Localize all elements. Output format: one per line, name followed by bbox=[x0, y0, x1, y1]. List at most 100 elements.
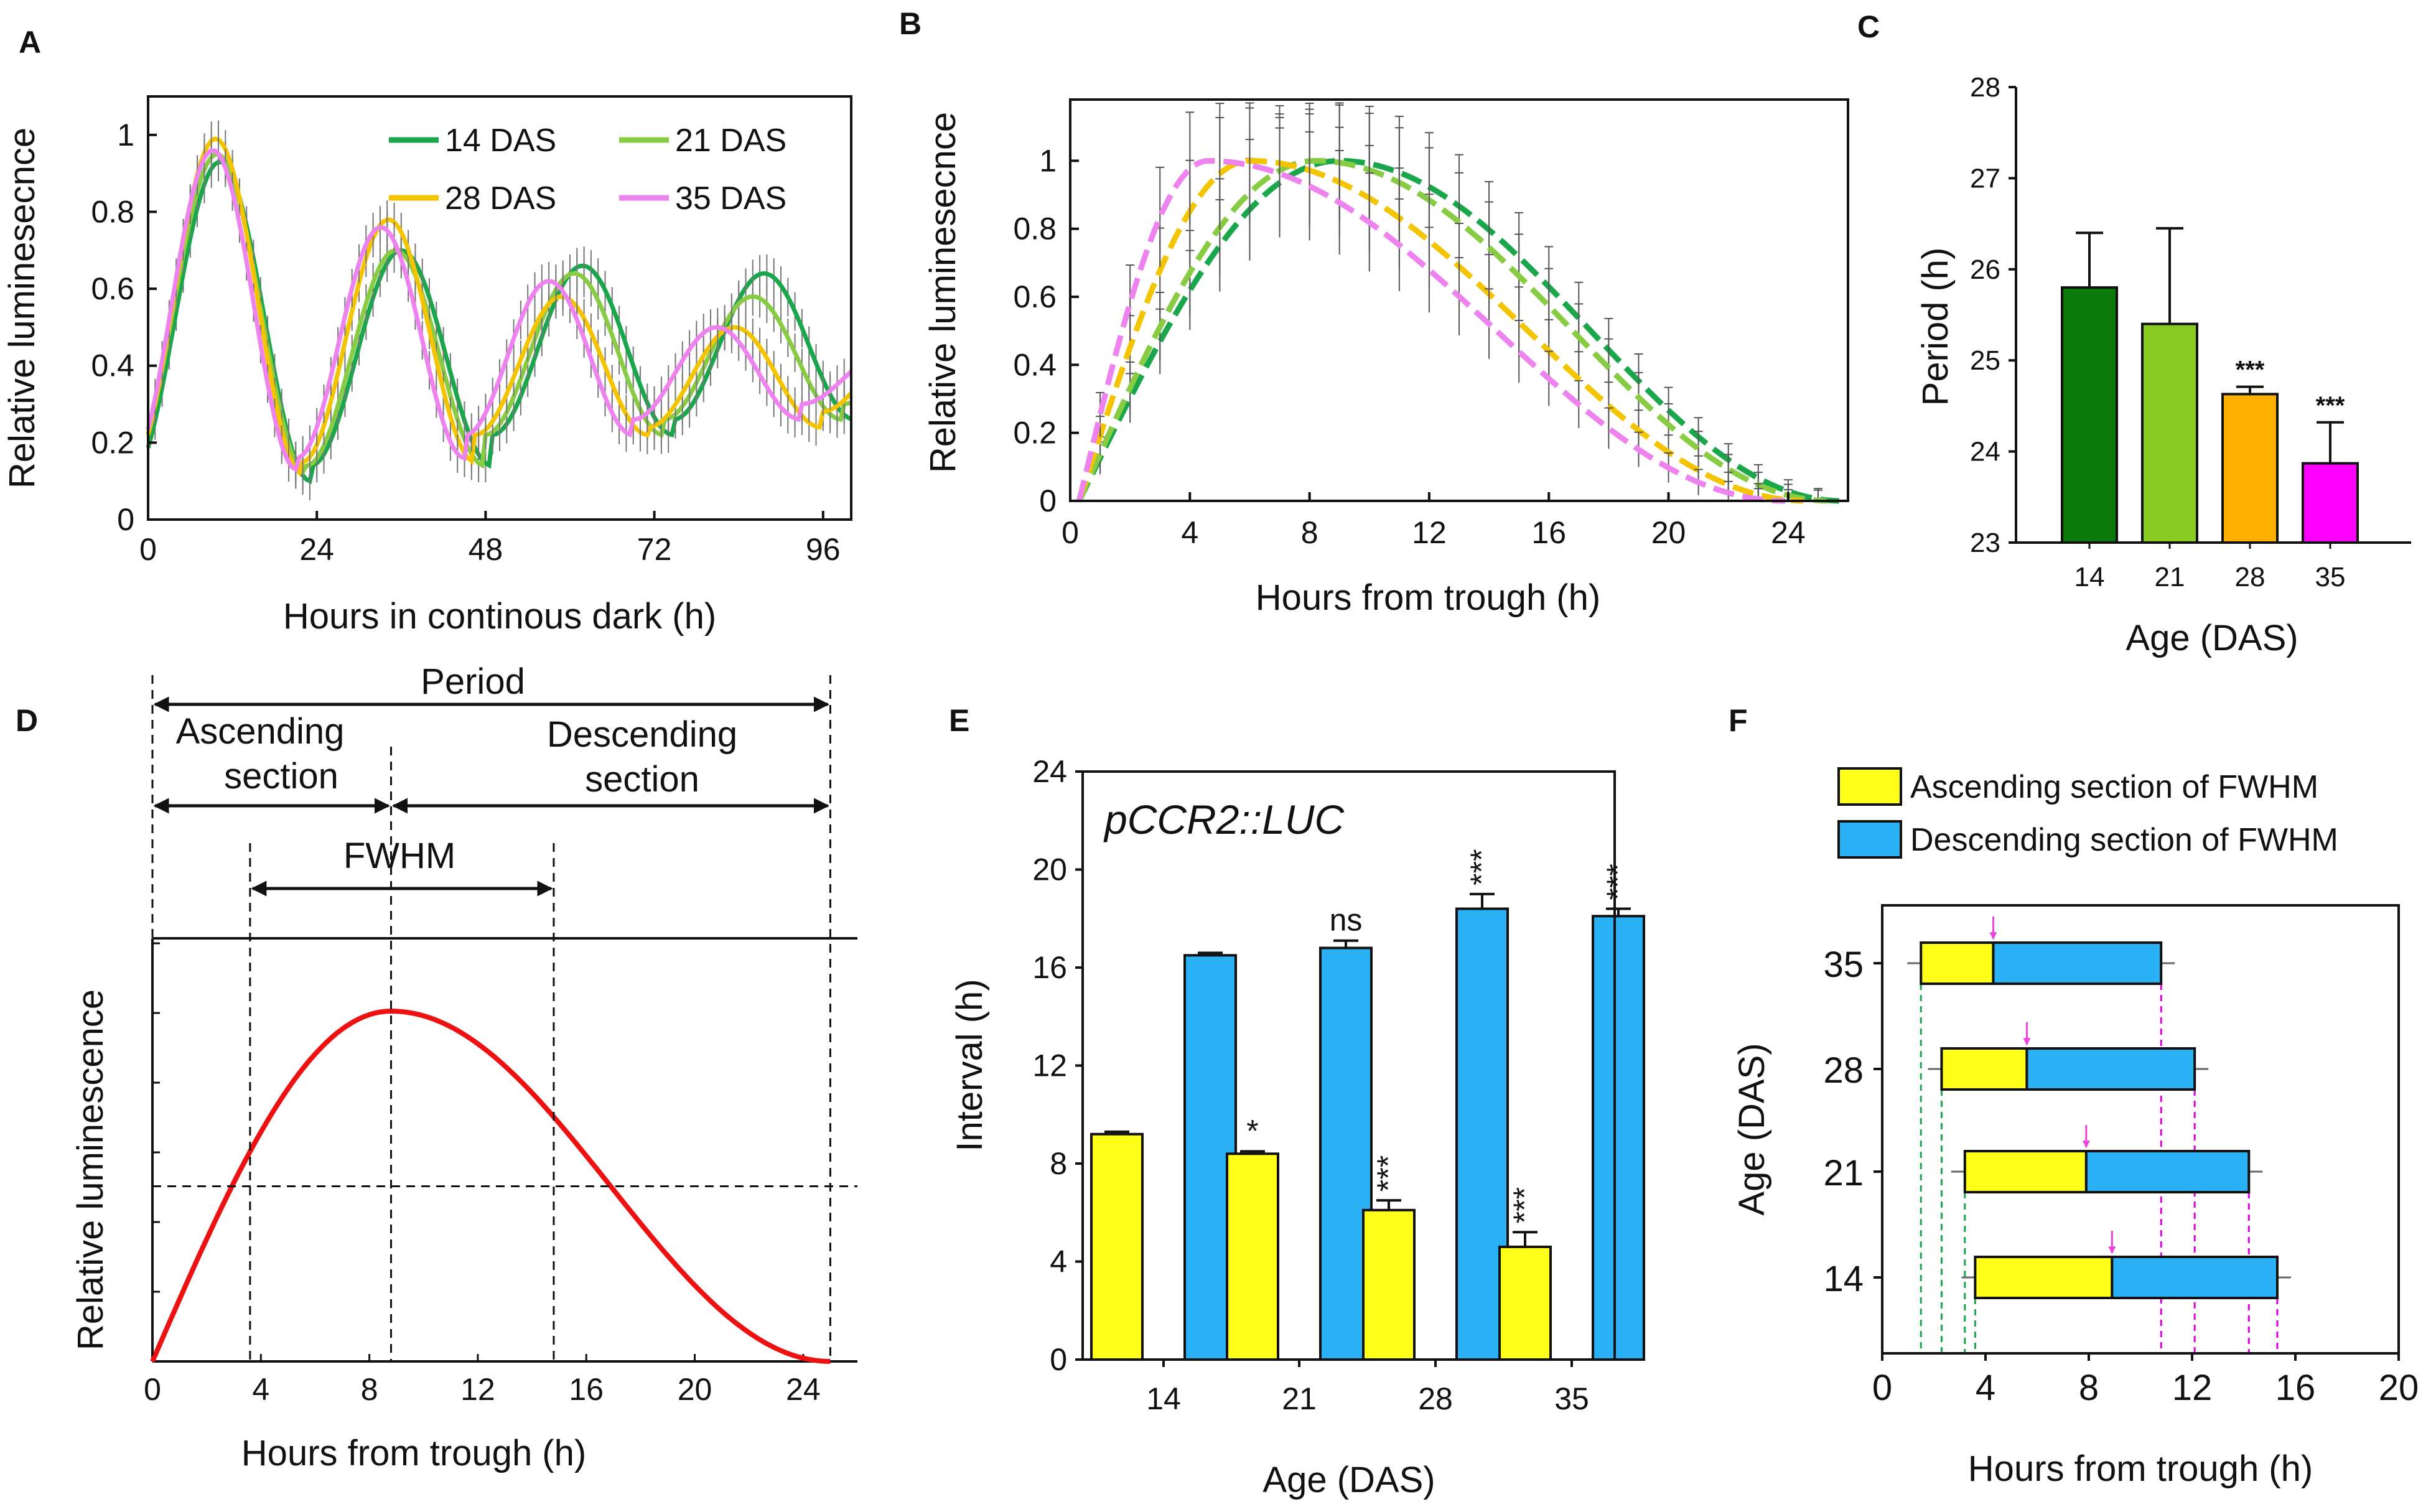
y-tick-label: 0.2 bbox=[1013, 416, 1057, 450]
bar-descending-28 bbox=[2025, 1047, 2196, 1091]
y-tick-label: 28 bbox=[1970, 72, 2000, 103]
panel-f-frame bbox=[1881, 904, 2400, 1355]
y-tick-label: 0.4 bbox=[1013, 347, 1057, 382]
panel-a-xlabel: Hours in continous dark (h) bbox=[283, 596, 716, 637]
panel-b-frame bbox=[1069, 98, 1849, 502]
x-tick-label: 0 bbox=[144, 1372, 161, 1407]
panel-f: F Ascending section of FWHM Descending s… bbox=[1729, 703, 2419, 1489]
panel-e: E * ns *** *** *** *** 14 21 28 35 0 4 8 12 16 20 24 pC… bbox=[949, 703, 1645, 1500]
y-tick-label: 0.6 bbox=[1013, 279, 1057, 314]
panel-a-legend: 14 DAS 21 DAS 28 DAS 35 DAS bbox=[389, 123, 786, 217]
y-tick-label: 0.8 bbox=[1013, 212, 1057, 246]
x-tick-label: 96 bbox=[806, 532, 841, 567]
y-tick-label: 25 bbox=[1970, 345, 2000, 376]
panel-label-f: F bbox=[1729, 703, 1748, 738]
y-tick-label: 26 bbox=[1970, 254, 2000, 285]
y-tick-label: 0.6 bbox=[91, 271, 134, 306]
significance-label: *** bbox=[2316, 392, 2345, 419]
ascending-label-line1: Ascending bbox=[176, 711, 345, 752]
panel-a-ticks: 0 24 48 72 96 0 0.2 0.4 0.6 0.8 1 bbox=[91, 118, 840, 567]
y-tick-label: 21 bbox=[1823, 1153, 1864, 1193]
legend-label-21: 21 DAS bbox=[675, 123, 786, 159]
y-tick-label: 0 bbox=[1050, 1342, 1067, 1377]
bar-ascending-35 bbox=[1498, 1245, 1552, 1361]
series-line-35-DAS bbox=[146, 148, 853, 473]
significance-label: ns bbox=[1330, 903, 1363, 938]
significance-label: *** bbox=[2236, 357, 2265, 384]
y-tick-label: 28 bbox=[1823, 1050, 1864, 1091]
legend-label-ascending: Ascending section of FWHM bbox=[1910, 769, 2318, 805]
y-tick-label: 16 bbox=[1032, 950, 1067, 985]
x-tick-label: 35 bbox=[2315, 562, 2346, 592]
panel-c-ticks: 14 21 28 35 23 24 25 26 27 28 bbox=[1970, 72, 2411, 592]
significance-label: *** bbox=[1464, 849, 1499, 885]
panel-e-xlabel: Age (DAS) bbox=[1262, 1460, 1435, 1500]
x-tick-label: 28 bbox=[1418, 1381, 1453, 1416]
bar-ascending-21 bbox=[1226, 1152, 1279, 1361]
significance-label: *** bbox=[1600, 864, 1635, 900]
series-line-35-DAS bbox=[1076, 157, 1786, 504]
x-tick-label: 48 bbox=[469, 532, 503, 567]
y-tick-label: 0 bbox=[117, 502, 134, 537]
x-tick-label: 4 bbox=[1181, 515, 1198, 550]
legend-swatch-descending bbox=[1837, 820, 1902, 859]
x-tick-label: 0 bbox=[1872, 1368, 1892, 1408]
y-tick-label: 27 bbox=[1970, 163, 2000, 194]
ascending-label-line2: section bbox=[224, 756, 338, 796]
y-tick-label: 4 bbox=[1050, 1244, 1067, 1279]
bar-21 bbox=[2141, 322, 2198, 544]
bar-28 bbox=[2221, 393, 2279, 544]
panel-b-ylabel: Relative luminesecnce bbox=[923, 112, 963, 473]
fwhm-label: FWHM bbox=[343, 836, 455, 876]
bar-ascending-28 bbox=[1940, 1047, 2028, 1091]
x-tick-label: 35 bbox=[1554, 1381, 1589, 1416]
x-tick-label: 0 bbox=[1062, 515, 1079, 550]
panel-c-ylabel: Period (h) bbox=[1915, 248, 1956, 406]
significance-label: * bbox=[1246, 1113, 1258, 1148]
y-tick-label: 8 bbox=[1050, 1146, 1067, 1181]
panel-a-ylabel: Relative luminesecnce bbox=[2, 128, 42, 488]
y-tick-label: 0.8 bbox=[91, 194, 134, 229]
bar-ascending-21 bbox=[1963, 1150, 2088, 1193]
bar-ascending-14 bbox=[1974, 1256, 2114, 1299]
x-tick-label: 20 bbox=[678, 1372, 712, 1407]
x-tick-label: 12 bbox=[2172, 1368, 2213, 1408]
panel-d-ylabel: Relative luminescence bbox=[70, 989, 111, 1350]
x-tick-label: 72 bbox=[637, 532, 672, 567]
y-tick-label: 1 bbox=[117, 118, 134, 152]
period-label: Period bbox=[421, 661, 525, 702]
x-tick-label: 12 bbox=[460, 1372, 495, 1407]
series-line-28-DAS bbox=[146, 136, 853, 477]
x-tick-label: 24 bbox=[299, 532, 334, 567]
x-tick-label: 0 bbox=[139, 532, 157, 567]
y-tick-label: 35 bbox=[1823, 945, 1864, 985]
y-tick-label: 1 bbox=[1039, 143, 1057, 178]
bar-14 bbox=[2061, 286, 2118, 544]
panel-d: D 0 4 8 12 16 20 24 Hours from trough (h) Rela… bbox=[16, 661, 857, 1473]
x-tick-label: 4 bbox=[252, 1372, 269, 1407]
bar-ascending-35 bbox=[1920, 941, 1995, 985]
x-tick-label: 24 bbox=[786, 1372, 821, 1407]
x-tick-label: 24 bbox=[1771, 515, 1806, 550]
series-line-28-DAS bbox=[1076, 157, 1804, 504]
bar-descending-35 bbox=[1592, 915, 1645, 1361]
panel-label-d: D bbox=[16, 703, 38, 738]
bar-descending-14 bbox=[2111, 1256, 2279, 1299]
panel-label-c: C bbox=[1857, 9, 1880, 44]
panel-a-series bbox=[146, 120, 853, 501]
legend-swatch-ascending bbox=[1837, 767, 1902, 806]
descending-label-line1: Descending bbox=[547, 714, 737, 755]
panel-f-xlabel: Hours from trough (h) bbox=[1968, 1449, 2313, 1489]
y-tick-label: 0 bbox=[1039, 483, 1057, 518]
series-line-21-DAS bbox=[1076, 157, 1827, 504]
panel-c-bars: *** *** bbox=[2061, 226, 2359, 544]
panel-d-content: 0 4 8 12 16 20 24 bbox=[144, 675, 857, 1407]
legend-label-28: 28 DAS bbox=[445, 180, 556, 217]
panel-label-e: E bbox=[949, 703, 969, 738]
descending-label-line2: section bbox=[585, 759, 699, 800]
panel-a: A 0 24 48 72 96 0 0.2 0.4 0.6 0.8 1 Hours in conti… bbox=[2, 25, 853, 637]
y-tick-label: 23 bbox=[1970, 528, 2000, 558]
x-tick-label: 21 bbox=[1282, 1381, 1317, 1416]
panel-b-xlabel: Hours from trough (h) bbox=[1256, 577, 1600, 618]
